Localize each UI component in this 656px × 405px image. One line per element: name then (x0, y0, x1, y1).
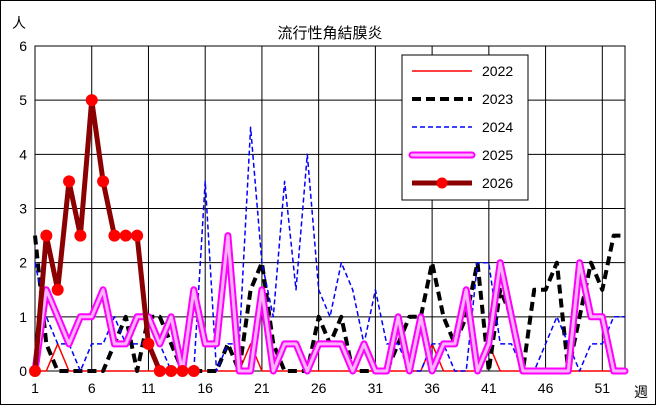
series-point-2026 (165, 365, 178, 377)
x-tick-label: 46 (538, 380, 554, 396)
series-point-2026 (97, 175, 110, 188)
x-tick-label: 31 (368, 380, 384, 396)
legend-label-2022: 2022 (482, 63, 513, 79)
legend-label-2025: 2025 (482, 147, 513, 163)
legend-label-2026: 2026 (482, 175, 513, 191)
x-tick-label: 16 (197, 380, 213, 396)
series-point-2026 (119, 229, 132, 242)
legend: 2022 2023 2024 2025 2026 (401, 54, 529, 201)
x-tick-label: 41 (481, 380, 497, 396)
chart-title: 流行性角結膜炎 (277, 24, 382, 42)
x-tick-label: 1 (31, 380, 39, 396)
legend-label-2023: 2023 (482, 91, 513, 107)
y-tick-label: 5 (19, 92, 27, 108)
legend-marker-2026 (436, 177, 448, 189)
series-point-2026 (85, 94, 98, 107)
x-tick-label: 21 (254, 380, 270, 396)
series-point-2026 (74, 229, 87, 242)
series-point-2026 (187, 365, 200, 377)
series-line-2022 (35, 343, 614, 372)
x-tick-label: 51 (595, 380, 611, 396)
series-line-2025 (33, 234, 627, 373)
x-tick-labels: 1 6 11 16 21 26 31 36 41 46 51 (31, 380, 610, 396)
y-tick-label: 4 (19, 146, 27, 162)
y-tick-label: 3 (19, 201, 27, 217)
legend-label-2024: 2024 (482, 119, 513, 135)
series-point-2026 (142, 337, 155, 350)
y-tick-labels: 0 1 2 3 4 5 6 (19, 38, 27, 379)
series-point-2026 (63, 175, 76, 188)
series-point-2026 (51, 283, 64, 296)
series-point-2026 (29, 365, 41, 377)
y-tick-label: 2 (19, 255, 27, 271)
series-point-2026 (40, 229, 53, 242)
series-layer (29, 94, 629, 377)
y-tick-label: 1 (19, 309, 27, 325)
series-point-2026 (176, 365, 189, 377)
series-point-2026 (153, 365, 166, 377)
series-point-2026 (108, 229, 121, 242)
y-axis-label: 人 (12, 16, 26, 32)
x-tick-label: 26 (311, 380, 327, 396)
x-axis-label: 週 (634, 385, 648, 401)
x-tick-label: 6 (88, 380, 96, 396)
y-tick-label: 6 (19, 38, 27, 54)
series-point-2026 (131, 229, 144, 242)
y-tick-label: 0 (19, 363, 27, 379)
x-tick-label: 36 (424, 380, 440, 396)
x-tick-label: 11 (141, 380, 156, 396)
